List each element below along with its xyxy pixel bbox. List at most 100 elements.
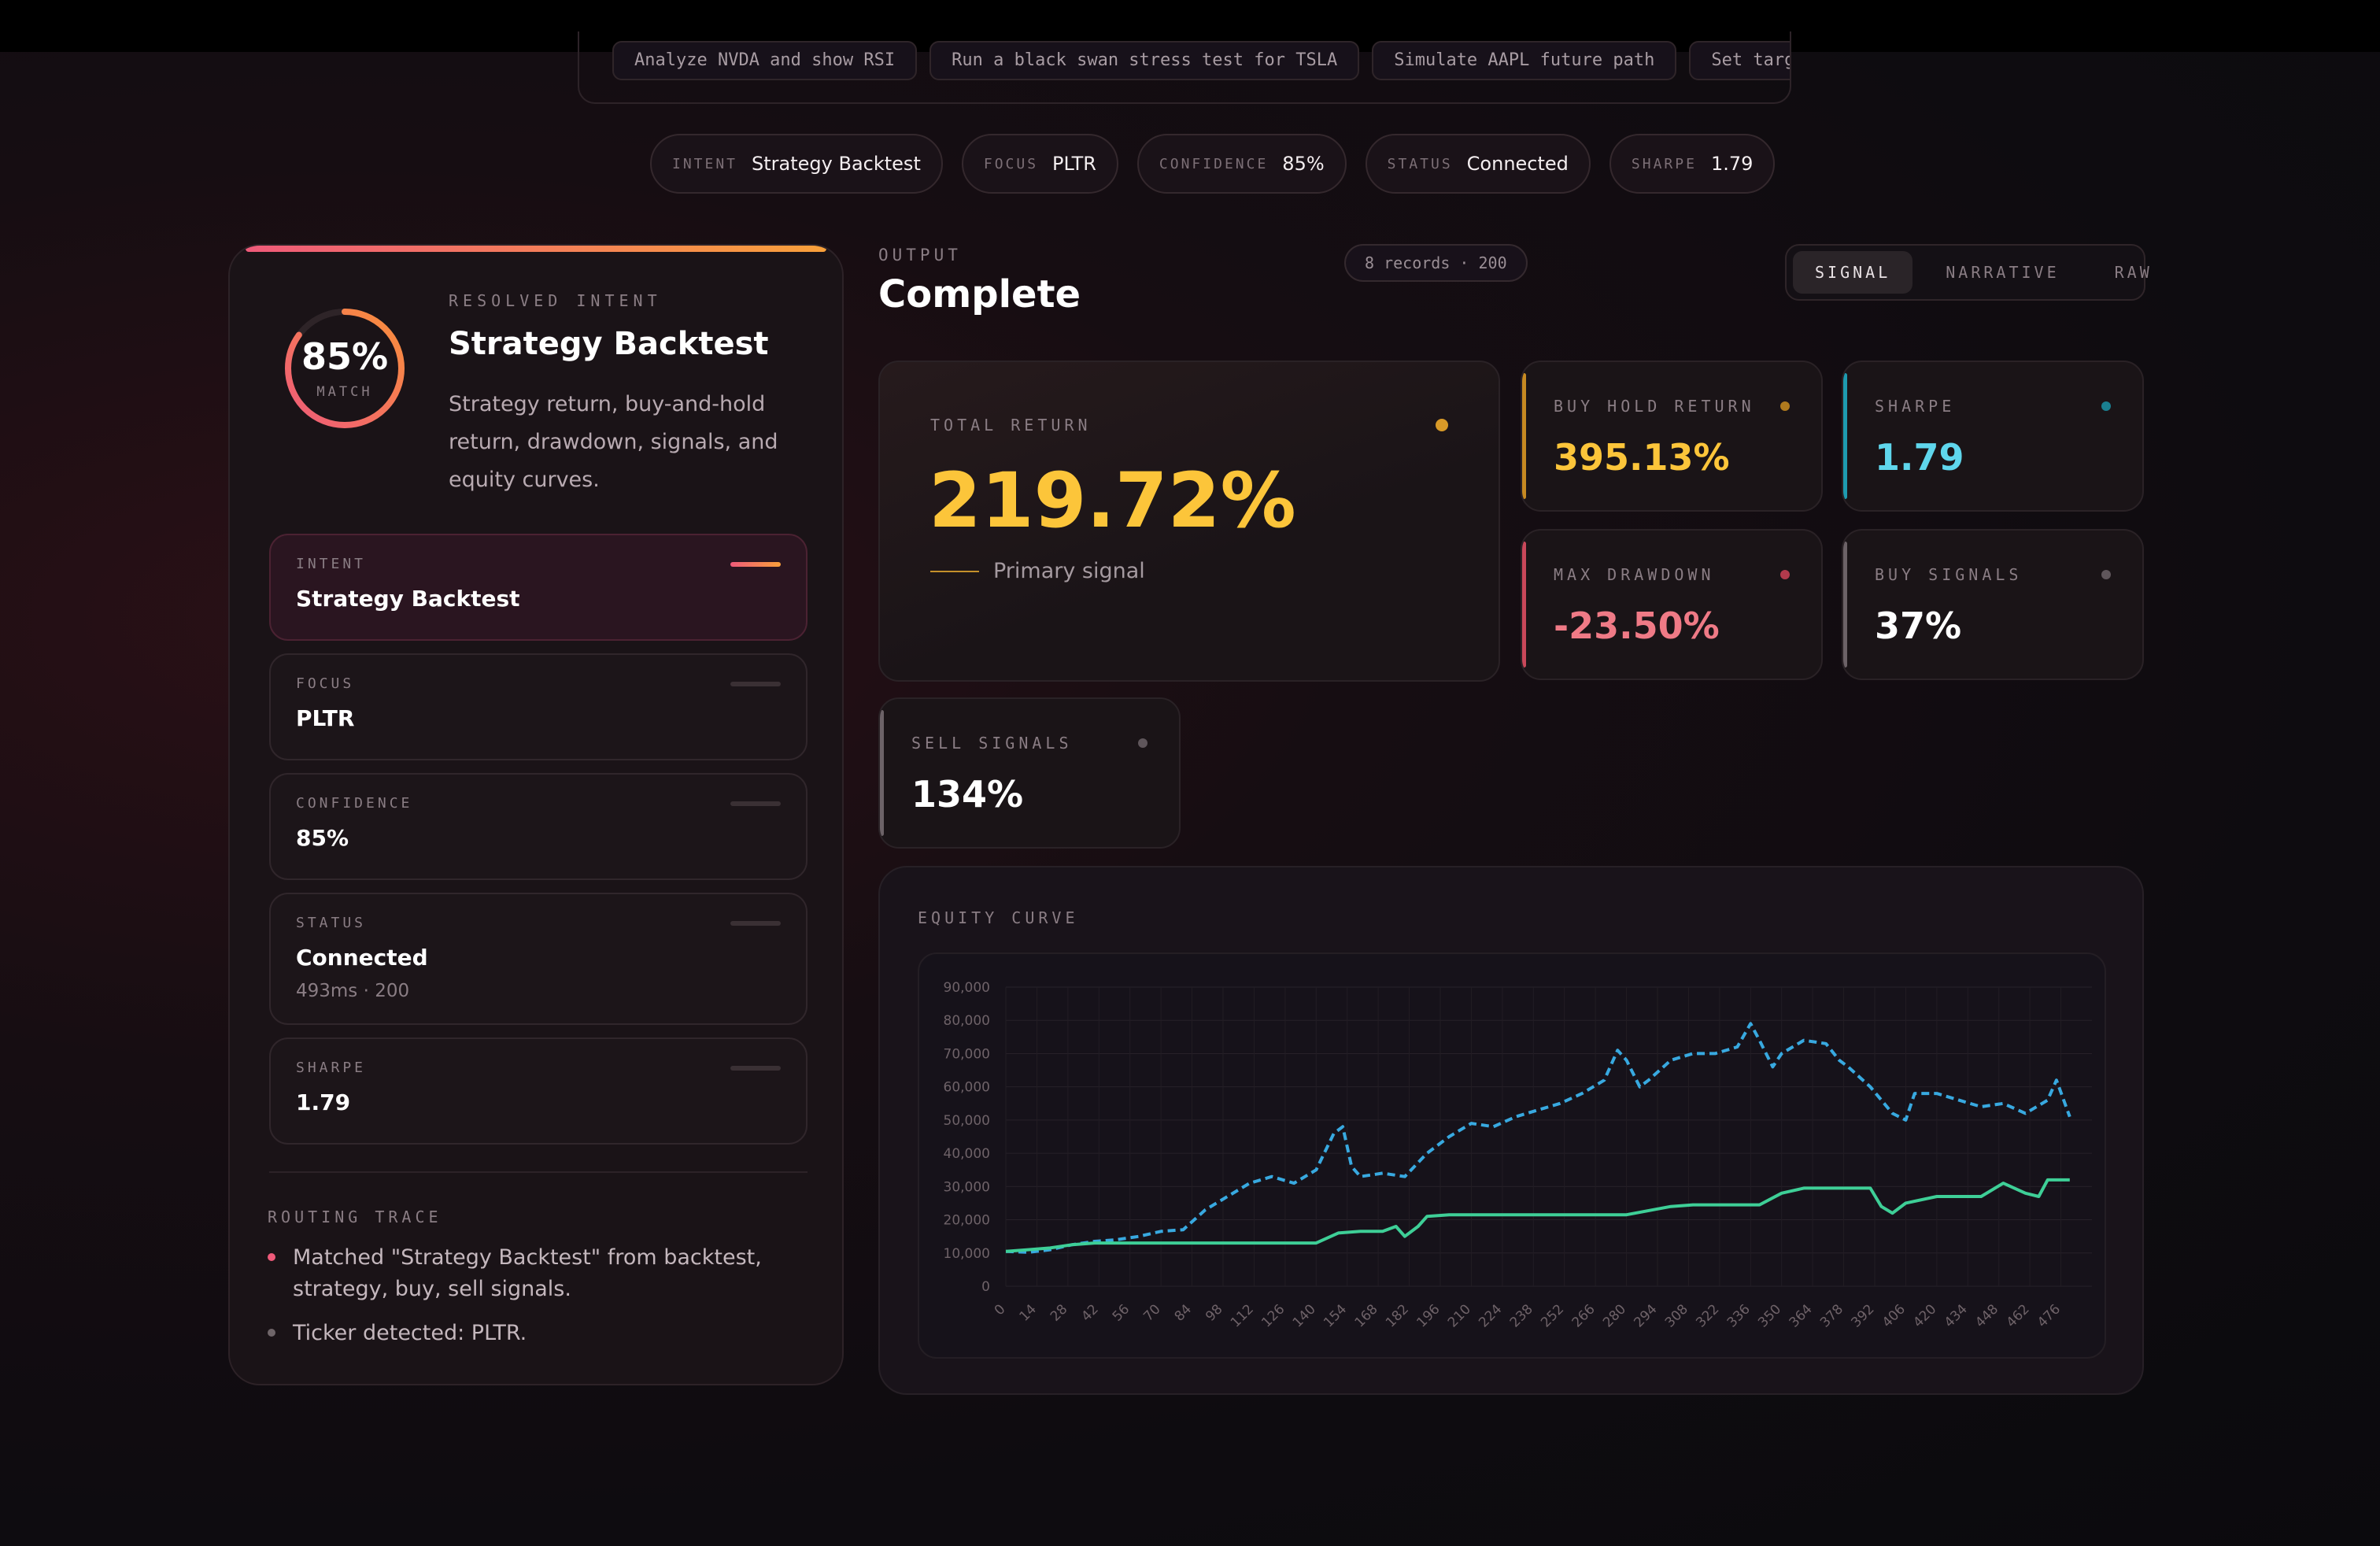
pill-sharpe: SHARPE 1.79 [1609, 134, 1776, 194]
pill-value: Connected [1466, 153, 1569, 175]
max-drawdown-card: MAX DRAWDOWN -23.50% [1521, 529, 1823, 680]
status-dot-icon [2101, 401, 2111, 411]
x-tick-label: 14 [1017, 1301, 1040, 1324]
status-dot-icon [1436, 419, 1448, 431]
sell-signals-value: 134% [911, 773, 1024, 816]
pill-value: Strategy Backtest [752, 153, 921, 175]
bullet-icon [268, 1329, 275, 1337]
x-tick-label: 210 [1445, 1301, 1474, 1330]
field-indicator [730, 682, 781, 686]
x-tick-label: 448 [1972, 1301, 2001, 1330]
suggestion-chip[interactable]: Simulate AAPL future path [1372, 41, 1677, 80]
sell-signals-card: SELL SIGNALS 134% [878, 697, 1181, 849]
field-confidence[interactable]: CONFIDENCE 85% [269, 773, 808, 880]
x-tick-label: 252 [1538, 1301, 1567, 1330]
x-tick-label: 224 [1476, 1301, 1505, 1330]
equity-curve-chart: 90,000 80,000 70,000 60,000 50,000 40,000 30,0… [918, 952, 2106, 1359]
field-intent[interactable]: INTENT Strategy Backtest [269, 534, 808, 641]
x-tick-label: 42 [1078, 1301, 1101, 1324]
y-tick-label: 80,000 [944, 1013, 990, 1029]
match-ring [285, 309, 405, 428]
suggestion-chip[interactable]: Run a black swan stress test for TSLA [929, 41, 1360, 80]
field-key: STATUS [296, 915, 367, 931]
primary-signal-note: Primary signal [930, 559, 1145, 583]
card-accent [1843, 542, 1847, 668]
status-pills: INTENT Strategy Backtest FOCUS PLTR CONFID… [650, 134, 1776, 194]
field-value: PLTR [296, 705, 355, 731]
x-tick-label: 462 [2004, 1301, 2033, 1330]
field-value: 1.79 [296, 1089, 351, 1115]
view-tabs: SIGNAL NARRATIVE RAW [1785, 244, 2149, 301]
equity-curve-svg: 90,000 80,000 70,000 60,000 50,000 40,000 30,0… [944, 980, 2092, 1330]
x-tick-label: 420 [1910, 1301, 1939, 1330]
buy-hold-equity-line [1005, 1022, 2071, 1254]
x-tick-label: 476 [2034, 1301, 2064, 1330]
x-tick-label: 126 [1258, 1301, 1288, 1330]
metric-label: BUY HOLD RETURN [1554, 397, 1755, 416]
x-tick-label: 154 [1321, 1301, 1350, 1330]
sharpe-value: 1.79 [1875, 436, 1964, 479]
x-tick-label: 364 [1787, 1301, 1816, 1330]
pill-key: SHARPE [1631, 155, 1697, 172]
field-focus[interactable]: FOCUS PLTR [269, 653, 808, 760]
x-tick-label: 140 [1290, 1301, 1319, 1330]
pill-value: 85% [1282, 153, 1325, 175]
x-tick-label: 294 [1631, 1301, 1660, 1330]
routing-trace-label: ROUTING TRACE [268, 1208, 442, 1226]
field-value: Strategy Backtest [296, 586, 520, 612]
primary-signal-text: Primary signal [993, 559, 1145, 583]
equity-curve-card: EQUITY CURVE 90,000 80,000 70,000 60,000 50,… [878, 866, 2144, 1395]
field-sharpe[interactable]: SHARPE 1.79 [269, 1037, 808, 1145]
field-key: FOCUS [296, 675, 355, 692]
metric-label: SELL SIGNALS [911, 734, 1073, 753]
buy-hold-return-value: 395.13% [1554, 436, 1730, 479]
buy-hold-return-card: BUY HOLD RETURN 395.13% [1521, 361, 1823, 512]
card-accent [1522, 373, 1526, 499]
tab-narrative[interactable]: NARRATIVE [1946, 263, 2060, 282]
pill-key: STATUS [1387, 155, 1453, 172]
x-tick-label: 168 [1352, 1301, 1381, 1330]
x-tick-label: 350 [1755, 1301, 1784, 1330]
card-accent [880, 710, 884, 836]
y-tick-label: 0 [981, 1279, 990, 1295]
field-indicator [730, 1066, 781, 1071]
x-tick-label: 84 [1172, 1301, 1195, 1324]
suggestion-chip[interactable]: Set targe [1689, 41, 1790, 80]
metric-label: SHARPE [1875, 397, 1956, 416]
pill-value: PLTR [1052, 153, 1096, 175]
pill-focus: FOCUS PLTR [961, 134, 1118, 194]
routing-trace-text: Matched "Strategy Backtest" from backtes… [293, 1245, 762, 1301]
x-tick-label: 98 [1203, 1301, 1225, 1324]
field-status[interactable]: STATUS Connected 493ms · 200 [269, 893, 808, 1025]
suggestion-chip[interactable]: Analyze NVDA and show RSI [612, 41, 918, 80]
field-key: SHARPE [296, 1060, 367, 1076]
field-indicator [730, 801, 781, 806]
strategy-equity-line [1005, 1178, 2070, 1253]
x-tick-label: 182 [1383, 1301, 1412, 1330]
x-tick-label: 308 [1662, 1301, 1691, 1330]
total-return-card: TOTAL RETURN 219.72% Primary signal [878, 361, 1500, 682]
pill-intent: INTENT Strategy Backtest [650, 134, 943, 194]
x-tick-label: 28 [1048, 1301, 1070, 1324]
y-tick-label: 10,000 [944, 1246, 990, 1262]
x-tick-label: 56 [1110, 1301, 1133, 1324]
match-label: MATCH [316, 384, 373, 400]
resolved-intent-title: Strategy Backtest [449, 326, 769, 362]
tab-raw[interactable]: RAW [2114, 263, 2153, 282]
field-indicator [730, 562, 781, 567]
card-accent [1843, 373, 1847, 499]
card-accent [1522, 542, 1526, 668]
x-tick-label: 336 [1724, 1301, 1754, 1330]
field-key: INTENT [296, 556, 367, 572]
y-tick-label: 90,000 [944, 980, 990, 996]
metric-label: BUY SIGNALS [1875, 565, 2023, 584]
tab-signal[interactable]: SIGNAL [1793, 251, 1913, 294]
resolved-intent-description: Strategy return, buy-and-hold return, dr… [449, 392, 778, 492]
status-dot-icon [1138, 738, 1148, 748]
pill-status: STATUS Connected [1365, 134, 1591, 194]
x-tick-label: 0 [992, 1301, 1009, 1319]
legend-line [930, 570, 979, 572]
records-badge: 8 records · 200 [1344, 244, 1528, 282]
x-tick-label: 238 [1507, 1301, 1536, 1330]
field-value: 85% [296, 825, 349, 851]
